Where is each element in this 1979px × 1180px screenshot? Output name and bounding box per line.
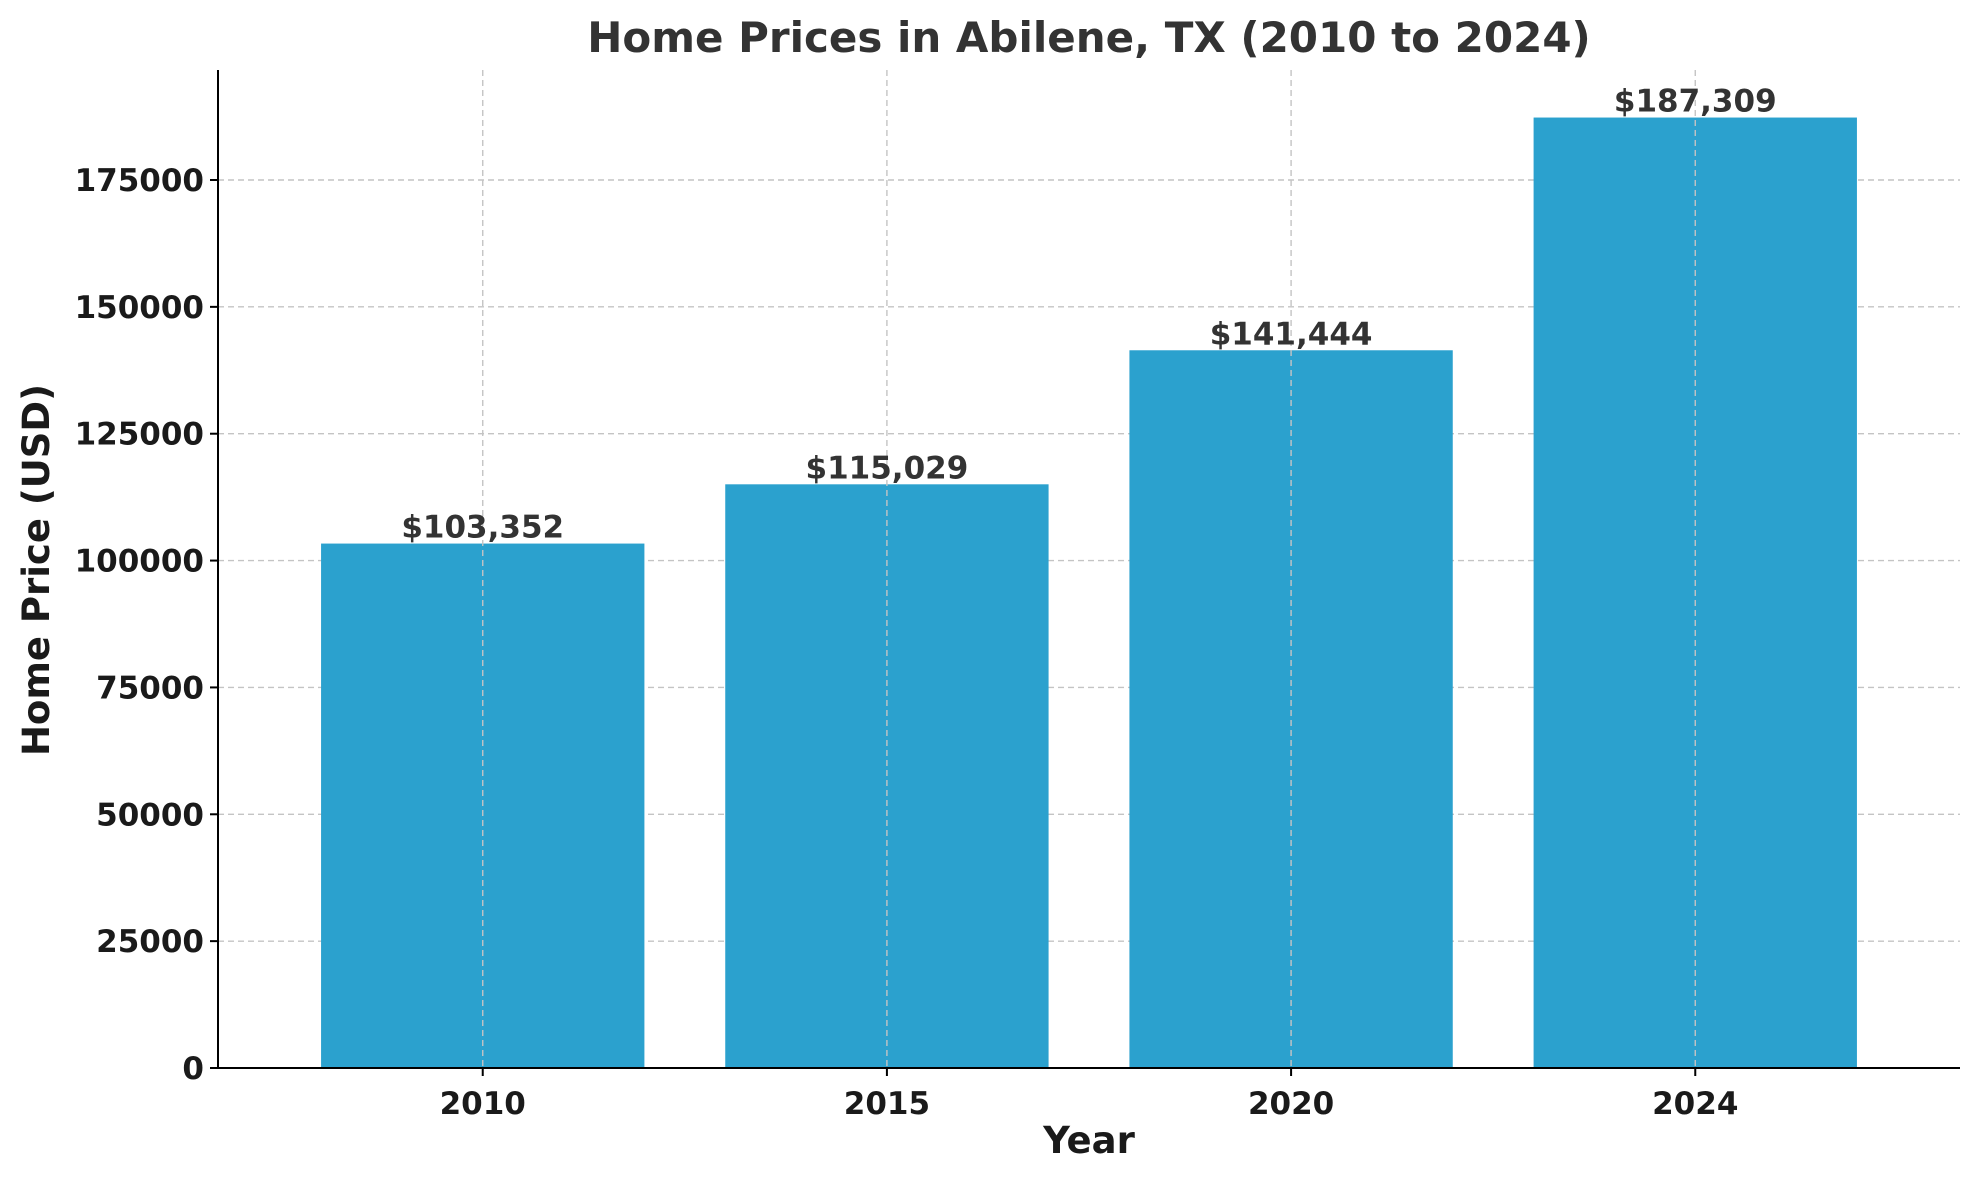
data-label: $187,309 [1614,84,1777,120]
y-tick-label: 125000 [75,417,204,453]
x-tick-label: 2010 [440,1086,526,1122]
data-label: $141,444 [1210,316,1373,352]
data-label: $103,352 [401,510,564,546]
x-ticks: 2010 2015 2020 2024 [440,1068,1738,1122]
data-labels: $103,352 $115,029 $141,444 $187,309 [401,84,1776,546]
y-axis-label: Home Price (USD) [15,384,58,756]
y-tick-label: 150000 [75,290,204,326]
y-tick-label: 50000 [96,797,204,833]
chart-title: Home Prices in Abilene, TX (2010 to 2024… [587,13,1591,62]
data-label: $115,029 [806,450,969,486]
y-ticks: 0 25000 50000 75000 100000 125000 150000 175000 [75,163,218,1087]
y-tick-label: 25000 [96,924,204,960]
x-tick-label: 2015 [844,1086,930,1122]
x-tick-label: 2020 [1248,1086,1334,1122]
y-tick-label: 175000 [75,163,204,199]
y-tick-label: 0 [182,1051,204,1087]
axes [217,70,1960,1069]
vertical-grid-lines [482,70,1696,1068]
y-tick-label: 75000 [96,670,204,706]
x-tick-label: 2024 [1652,1086,1738,1122]
bar-2020 [1129,350,1453,1069]
x-axis-label: Year [1042,1119,1135,1162]
y-tick-label: 100000 [75,544,204,580]
